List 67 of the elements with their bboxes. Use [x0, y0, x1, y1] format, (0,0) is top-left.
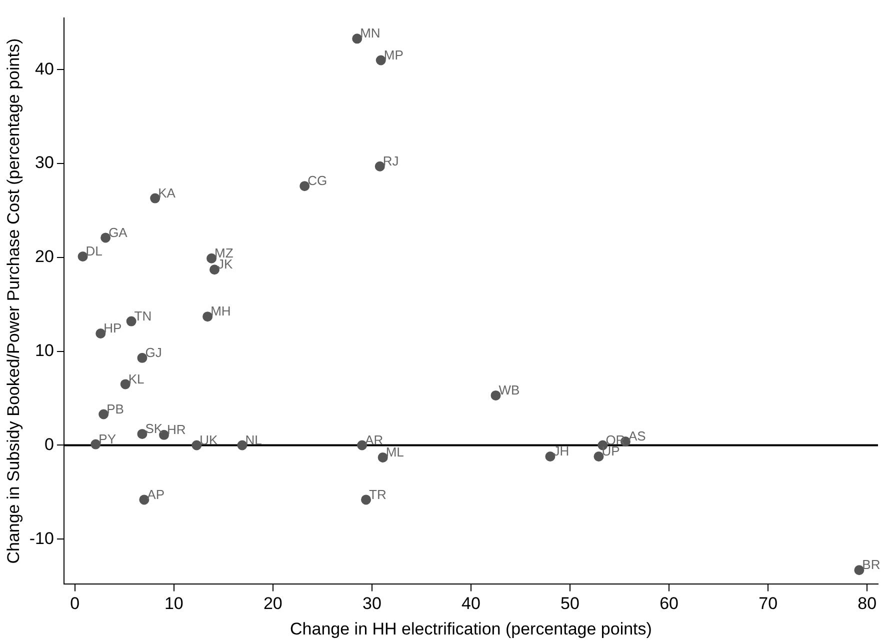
- annotation: WB: [498, 382, 520, 398]
- annotation: TN: [134, 308, 152, 324]
- annotation: AS: [628, 428, 646, 444]
- annotation: NL: [245, 432, 262, 448]
- x-tick-label: 20: [263, 594, 282, 614]
- x-axis-title: Change in HH electrification (percentage points): [290, 619, 652, 638]
- point: [206, 253, 217, 264]
- y-tick-label: -10: [29, 528, 54, 548]
- y-tick-label: 10: [35, 341, 54, 360]
- point: [90, 439, 101, 450]
- annotation: AP: [147, 486, 165, 502]
- point: [237, 440, 248, 450]
- point: [545, 452, 556, 462]
- y-axis-title: Change in Subsidy Booked/Power Purchase Cost (percentage points): [4, 38, 23, 564]
- point: [120, 379, 130, 390]
- annotation: RJ: [382, 153, 399, 168]
- y-tick-label: 20: [35, 247, 54, 266]
- annotation: MH: [210, 304, 231, 319]
- annotation: SK: [145, 421, 163, 436]
- point: [594, 452, 604, 462]
- y-tick-label: 0: [44, 434, 54, 454]
- point: [854, 565, 864, 576]
- annotation: UP: [602, 444, 620, 459]
- point: [137, 352, 148, 363]
- x-tick-label: 30: [362, 594, 382, 614]
- point: [378, 452, 388, 462]
- x-tick-label: 50: [560, 594, 580, 614]
- x-tick-label: 80: [858, 594, 877, 614]
- annotation: KA: [158, 185, 176, 200]
- annotation: PB: [106, 401, 124, 416]
- annotation: GJ: [145, 344, 162, 360]
- x-tick-label: 60: [660, 594, 679, 614]
- point: [98, 409, 109, 420]
- point: [202, 312, 213, 322]
- x-tick-label: 70: [758, 594, 778, 614]
- point: [137, 428, 148, 439]
- annotation: CG: [308, 173, 328, 188]
- point: [78, 252, 88, 262]
- annotation: MN: [360, 26, 380, 41]
- annotation: UK: [200, 432, 218, 448]
- annotation: BR: [862, 557, 880, 572]
- point: [100, 232, 111, 243]
- point: [96, 328, 106, 338]
- point: [352, 34, 362, 44]
- annotation: JH: [553, 444, 570, 459]
- point: [150, 193, 160, 204]
- annotation: DL: [86, 244, 102, 259]
- annotation: HP: [104, 320, 122, 336]
- point: [126, 316, 136, 326]
- annotation: AR: [365, 432, 384, 448]
- annotation: ML: [386, 444, 404, 460]
- annotation: MP: [384, 47, 404, 62]
- annotation: HR: [166, 422, 186, 437]
- point: [209, 264, 220, 275]
- annotation: PY: [98, 431, 116, 446]
- y-tick-label: 30: [35, 153, 54, 172]
- point: [192, 440, 202, 450]
- x-tick-label: 40: [462, 594, 480, 614]
- point: [376, 55, 386, 66]
- x-tick-label: 10: [164, 594, 184, 614]
- annotation: GA: [108, 224, 128, 240]
- annotation: TR: [369, 486, 386, 502]
- annotation: KL: [128, 371, 144, 386]
- x-tick-label: 0: [70, 594, 80, 614]
- point: [374, 161, 385, 172]
- point: [300, 181, 310, 192]
- y-tick-label: 40: [35, 59, 54, 78]
